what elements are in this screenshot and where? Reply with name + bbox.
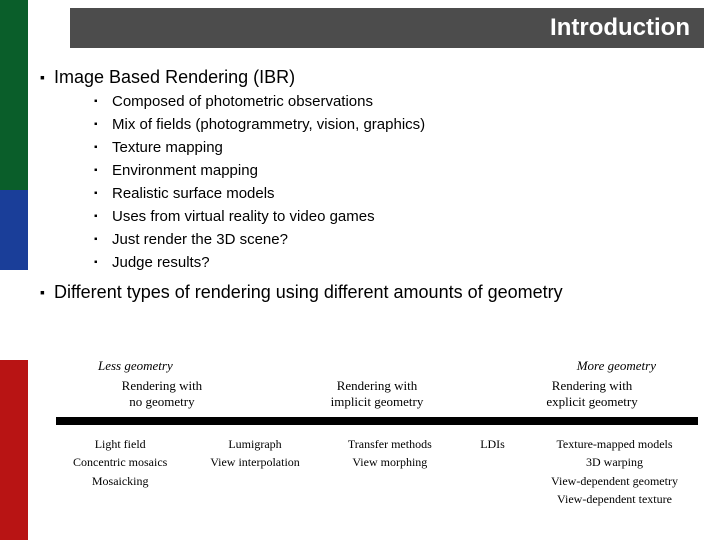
spectrum-header: Rendering withimplicit geometry xyxy=(271,378,483,411)
sidebar-stripe-3 xyxy=(0,360,28,540)
spectrum-item: Concentric mosaics xyxy=(56,453,184,472)
spectrum-col: LDIs xyxy=(460,435,524,509)
bullet-glyph: ▪ xyxy=(94,207,112,227)
spectrum-left-label: Less geometry xyxy=(98,358,173,374)
sidebar-stripe-1 xyxy=(0,190,28,270)
title-bar: Introduction xyxy=(70,8,704,48)
spectrum-item: Transfer methods xyxy=(326,435,454,454)
bullet-lvl2: ▪Mix of fields (photogrammetry, vision, … xyxy=(94,115,700,135)
bullet-text: Composed of photometric observations xyxy=(112,92,700,112)
spectrum-item: View morphing xyxy=(326,453,454,472)
bullet-text: Uses from virtual reality to video games xyxy=(112,207,700,227)
bullet-text: Texture mapping xyxy=(112,138,700,158)
spectrum-header: Rendering withno geometry xyxy=(56,378,268,411)
bullet-text: Environment mapping xyxy=(112,161,700,181)
bullet-glyph: ▪ xyxy=(94,138,112,158)
spectrum-item: Mosaicking xyxy=(56,472,184,491)
spectrum-header: Rendering withexplicit geometry xyxy=(486,378,698,411)
bullet-lvl2: ▪Composed of photometric observations xyxy=(94,92,700,112)
sidebar-stripe-2 xyxy=(0,270,28,360)
spectrum-item: Lumigraph xyxy=(191,435,319,454)
spectrum-item: Light field xyxy=(56,435,184,454)
bullet-glyph: ▪ xyxy=(94,184,112,204)
spectrum-col: Transfer methods View morphing xyxy=(326,435,454,509)
bullet-lvl2: ▪Judge results? xyxy=(94,253,700,273)
bullet-lvl2: ▪Environment mapping xyxy=(94,161,700,181)
bullet-text: Different types of rendering using diffe… xyxy=(54,281,700,303)
spectrum-col: Light field Concentric mosaics Mosaickin… xyxy=(56,435,184,509)
content-area: ▪ Image Based Rendering (IBR) ▪Composed … xyxy=(40,58,700,307)
bullet-lvl2-group: ▪Composed of photometric observations ▪M… xyxy=(94,92,700,273)
bullet-lvl2: ▪Just render the 3D scene? xyxy=(94,230,700,250)
bullet-glyph: ▪ xyxy=(94,161,112,181)
spectrum-item: LDIs xyxy=(460,435,524,454)
bullet-text: Realistic surface models xyxy=(112,184,700,204)
bullet-lvl2: ▪Realistic surface models xyxy=(94,184,700,204)
spectrum-right-label: More geometry xyxy=(577,358,656,374)
spectrum-col: Texture-mapped models 3D warping View-de… xyxy=(531,435,698,509)
slide: Introduction ▪ Image Based Rendering (IB… xyxy=(0,0,720,540)
spectrum-item: 3D warping xyxy=(531,453,698,472)
bullet-lvl2: ▪Uses from virtual reality to video game… xyxy=(94,207,700,227)
bullet-glyph: ▪ xyxy=(94,115,112,135)
spectrum-item: Texture-mapped models xyxy=(531,435,698,454)
bullet-text: Image Based Rendering (IBR) xyxy=(54,66,700,88)
spectrum-bar xyxy=(56,417,698,425)
spectrum-headers: Rendering withno geometry Rendering with… xyxy=(56,378,698,411)
bullet-lvl1: ▪ Different types of rendering using dif… xyxy=(40,281,700,303)
geometry-spectrum-diagram: Less geometry More geometry Rendering wi… xyxy=(56,358,698,509)
bullet-text: Mix of fields (photogrammetry, vision, g… xyxy=(112,115,700,135)
bullet-glyph: ▪ xyxy=(40,281,54,303)
sidebar-stripe-0 xyxy=(0,0,28,190)
bullet-lvl1: ▪ Image Based Rendering (IBR) xyxy=(40,66,700,88)
spectrum-item: View-dependent texture xyxy=(531,490,698,509)
spectrum-item: View-dependent geometry xyxy=(531,472,698,491)
slide-title: Introduction xyxy=(550,14,690,42)
bullet-text: Just render the 3D scene? xyxy=(112,230,700,250)
bullet-glyph: ▪ xyxy=(94,230,112,250)
spectrum-col: Lumigraph View interpolation xyxy=(191,435,319,509)
bullet-glyph: ▪ xyxy=(94,92,112,112)
spectrum-item: View interpolation xyxy=(191,453,319,472)
bullet-text: Judge results? xyxy=(112,253,700,273)
bullet-glyph: ▪ xyxy=(94,253,112,273)
spectrum-columns: Light field Concentric mosaics Mosaickin… xyxy=(56,435,698,509)
bullet-lvl2: ▪Texture mapping xyxy=(94,138,700,158)
sidebar-stripes xyxy=(0,0,28,540)
bullet-glyph: ▪ xyxy=(40,66,54,88)
spectrum-axis-labels: Less geometry More geometry xyxy=(56,358,698,374)
